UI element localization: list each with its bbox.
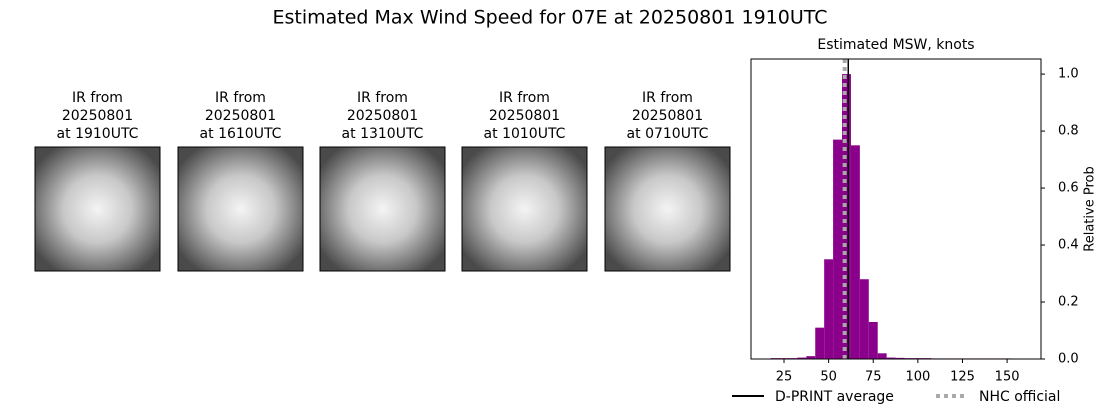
panel-caption: at 1010UTC xyxy=(484,126,566,142)
satellite-image xyxy=(178,147,303,271)
panel-caption: IR from xyxy=(72,90,123,106)
panel-caption: 20250801 xyxy=(205,108,276,124)
x-tick-label: 150 xyxy=(995,370,1020,385)
x-tick-label: 50 xyxy=(820,370,837,385)
y-tick-label: 1.0 xyxy=(1058,67,1079,82)
y-tick-label: 0.2 xyxy=(1058,295,1079,310)
x-tick-label: 25 xyxy=(776,370,793,385)
panel-caption: IR from xyxy=(499,90,550,106)
panel-caption: 20250801 xyxy=(489,108,560,124)
panel-caption: at 1610UTC xyxy=(200,126,282,142)
plot-frame xyxy=(751,59,1041,359)
panel-caption: 20250801 xyxy=(62,108,133,124)
bar xyxy=(824,259,833,359)
bar xyxy=(869,322,878,359)
y-tick-label: 0.8 xyxy=(1058,124,1079,139)
figure-title: Estimated Max Wind Speed for 07E at 2025… xyxy=(272,7,827,29)
y-axis-label: Relative Prob xyxy=(1083,166,1098,251)
panel-caption: IR from xyxy=(357,90,408,106)
bar xyxy=(878,353,887,359)
panel-caption: 20250801 xyxy=(347,108,418,124)
x-tick-label: 75 xyxy=(865,370,882,385)
panel-caption: at 1910UTC xyxy=(57,126,139,142)
y-tick-label: 0.6 xyxy=(1058,181,1079,196)
histogram-plot: Estimated MSW, knots D-PRINT average NHC o… xyxy=(732,37,1098,405)
satellite-image xyxy=(462,147,587,271)
panel-caption: IR from xyxy=(642,90,693,106)
panel-caption: at 1310UTC xyxy=(342,126,424,142)
satellite-image xyxy=(320,147,445,271)
legend-label: D-PRINT average xyxy=(775,389,894,405)
panel-caption: 20250801 xyxy=(632,108,703,124)
satellite-image xyxy=(605,147,730,271)
bar xyxy=(851,145,860,359)
panels: IR from 20250801 at 1910UTC IR from 20250801… xyxy=(35,90,730,271)
bar xyxy=(815,328,824,359)
bar xyxy=(860,279,869,359)
bar xyxy=(833,140,842,359)
legend-label: NHC official xyxy=(979,389,1060,405)
satellite-image xyxy=(35,147,160,271)
panel-caption: IR from xyxy=(215,90,266,106)
y-tick-label: 0.0 xyxy=(1058,352,1079,367)
y-tick-label: 0.4 xyxy=(1058,238,1079,253)
x-tick-label: 125 xyxy=(950,370,975,385)
panel-caption: at 0710UTC xyxy=(627,126,709,142)
x-tick-label: 100 xyxy=(905,370,930,385)
chart-title: Estimated MSW, knots xyxy=(817,37,974,53)
